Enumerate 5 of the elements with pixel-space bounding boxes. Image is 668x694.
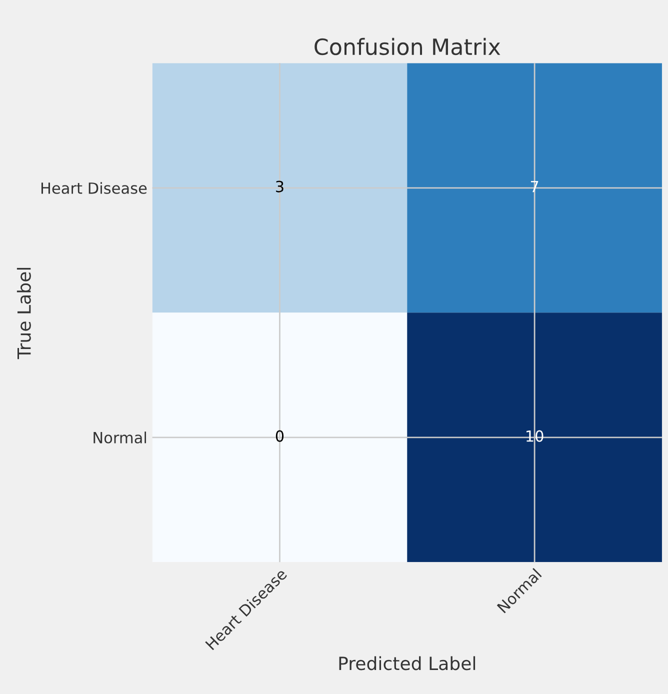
- data-label: 0: [276, 430, 284, 442]
- data-label: 3: [276, 180, 284, 192]
- x-axis-title: Predicted Label: [339, 656, 476, 670]
- y-axis-title: True Label: [16, 268, 31, 360]
- chart-title: Confusion Matrix: [314, 38, 500, 56]
